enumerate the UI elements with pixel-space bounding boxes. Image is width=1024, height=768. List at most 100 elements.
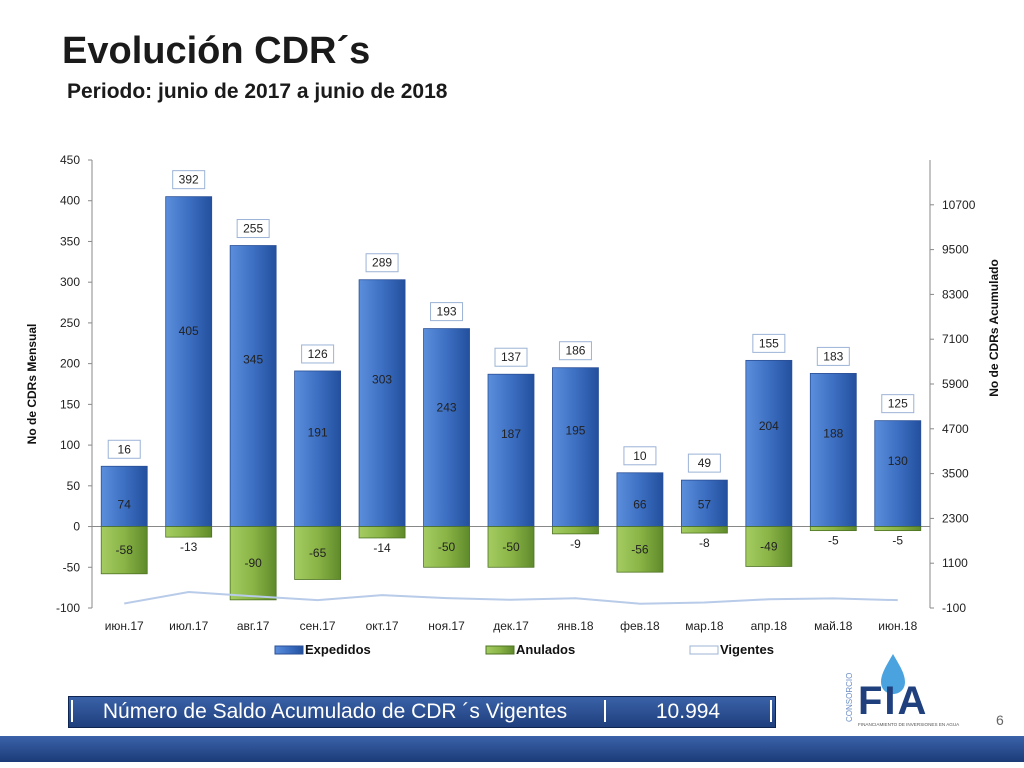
logo-tagline: FINANCIAMIENTO DE INVERSIONES EN AGUA xyxy=(858,722,960,727)
y-right-tick-label: 3500 xyxy=(942,467,969,481)
bar-anulados xyxy=(100,526,148,575)
label-anulados: -13 xyxy=(180,540,198,554)
label-expedidos: 405 xyxy=(179,324,199,338)
y-tick-label: -50 xyxy=(63,560,81,574)
y-tick-label: 450 xyxy=(60,153,80,167)
label-vigentes: 392 xyxy=(179,173,199,187)
y-right-tick-label: 7100 xyxy=(942,332,969,346)
y-right-tick-label: 4700 xyxy=(942,422,969,436)
label-anulados: -14 xyxy=(373,541,391,555)
label-anulados: -58 xyxy=(116,543,134,557)
label-vigentes-box xyxy=(687,453,721,473)
x-tick-label: июл.17 xyxy=(169,619,208,633)
y-axis-title-right: No de CDRs Acumulado xyxy=(987,259,1001,397)
label-expedidos: 243 xyxy=(437,401,457,415)
y-right-tick-label: 10700 xyxy=(942,198,976,212)
label-vigentes: 193 xyxy=(437,305,457,319)
bar-anulados xyxy=(552,526,599,535)
fia-logo: CONSORCIO FIA FINANCIAMIENTO DE INVERSIO… xyxy=(845,654,960,727)
y-right-tick-label: -100 xyxy=(942,601,966,615)
label-expedidos: 195 xyxy=(565,423,585,437)
bar-expedidos xyxy=(229,245,277,527)
y-right-tick-label: 2300 xyxy=(942,511,969,525)
legend-expedidos-label: Expedidos xyxy=(305,642,371,657)
bar-expedidos xyxy=(680,479,728,527)
bar-expedidos xyxy=(616,472,664,527)
legend-anulados-label: Anulados xyxy=(516,642,575,657)
legend-expedidos-swatch xyxy=(274,645,304,655)
footer-value: 10.994 xyxy=(655,700,721,723)
y-tick-label: -100 xyxy=(56,601,80,615)
label-anulados: -5 xyxy=(892,534,903,548)
label-expedidos: 57 xyxy=(698,498,712,512)
x-tick-label: дек.17 xyxy=(493,619,529,633)
bar-expedidos xyxy=(358,279,406,527)
bar-anulados xyxy=(680,526,728,534)
bar-anulados xyxy=(358,526,406,539)
y-tick-label: 150 xyxy=(60,397,80,411)
y-right-tick-label: 8300 xyxy=(942,287,969,301)
label-vigentes-box xyxy=(881,394,915,414)
x-tick-label: окт.17 xyxy=(366,619,399,633)
label-expedidos: 130 xyxy=(888,454,908,468)
y-tick-label: 0 xyxy=(73,520,80,534)
label-anulados: -9 xyxy=(570,537,581,551)
bar-expedidos xyxy=(165,196,213,527)
label-anulados: -65 xyxy=(309,546,327,560)
label-anulados: -50 xyxy=(438,540,456,554)
label-expedidos: 303 xyxy=(372,372,392,386)
bar-expedidos xyxy=(809,373,857,527)
bar-expedidos xyxy=(552,367,599,527)
label-anulados: -49 xyxy=(760,540,778,554)
label-vigentes: 16 xyxy=(118,442,132,456)
label-anulados: -50 xyxy=(502,540,520,554)
y-tick-label: 300 xyxy=(60,275,80,289)
y-right-tick-label: 5900 xyxy=(942,377,969,391)
footer-divider-left xyxy=(71,700,73,722)
bar-anulados xyxy=(294,526,342,580)
label-expedidos: 188 xyxy=(823,427,843,441)
bar-expedidos xyxy=(745,359,793,527)
footer-divider-right xyxy=(770,700,772,722)
x-tick-label: ноя.17 xyxy=(428,619,465,633)
slide-subtitle: Periodo: junio de 2017 a junio de 2018 xyxy=(67,80,448,103)
x-tick-label: авг.17 xyxy=(237,619,270,633)
label-vigentes-box xyxy=(816,346,850,366)
label-vigentes-box xyxy=(752,333,786,353)
bar-anulados xyxy=(487,526,535,568)
y-tick-label: 250 xyxy=(60,316,80,330)
bottom-band xyxy=(0,736,1024,762)
y-axis-title-left: No de CDRs Mensual xyxy=(25,324,39,445)
footer-label: Número de Saldo Acumulado de CDR ´s Vige… xyxy=(102,700,568,723)
bar-anulados xyxy=(809,526,857,532)
x-tick-label: фев.18 xyxy=(620,619,660,633)
series-vigentes-line xyxy=(124,590,898,605)
label-vigentes: 125 xyxy=(888,397,908,411)
footer-divider xyxy=(604,700,606,722)
label-expedidos: 191 xyxy=(308,425,328,439)
label-vigentes-box xyxy=(558,341,592,361)
label-vigentes-box xyxy=(430,302,464,322)
bar-expedidos xyxy=(423,328,470,527)
y-right-tick-label: 1100 xyxy=(942,556,968,570)
bar-anulados xyxy=(616,526,664,573)
slide-title: Evolución CDR´s xyxy=(62,30,371,72)
x-tick-label: янв.18 xyxy=(557,619,594,633)
label-vigentes: 126 xyxy=(308,347,328,361)
label-expedidos: 187 xyxy=(501,427,521,441)
label-vigentes: 183 xyxy=(823,349,843,363)
y-tick-label: 100 xyxy=(60,438,80,452)
label-anulados: -56 xyxy=(631,542,649,556)
label-expedidos: 204 xyxy=(759,419,779,433)
logo-letters: FIA xyxy=(858,679,928,723)
bar-anulados xyxy=(874,526,922,532)
bar-anulados xyxy=(229,526,277,601)
page-number: 6 xyxy=(996,712,1004,728)
y-tick-label: 50 xyxy=(67,479,81,493)
label-vigentes-box xyxy=(172,170,206,190)
label-anulados: -5 xyxy=(828,534,839,548)
x-tick-label: июн.17 xyxy=(105,619,144,633)
logo-side-text: CONSORCIO xyxy=(845,673,854,722)
y-tick-label: 400 xyxy=(60,194,80,208)
bar-anulados xyxy=(745,526,793,567)
